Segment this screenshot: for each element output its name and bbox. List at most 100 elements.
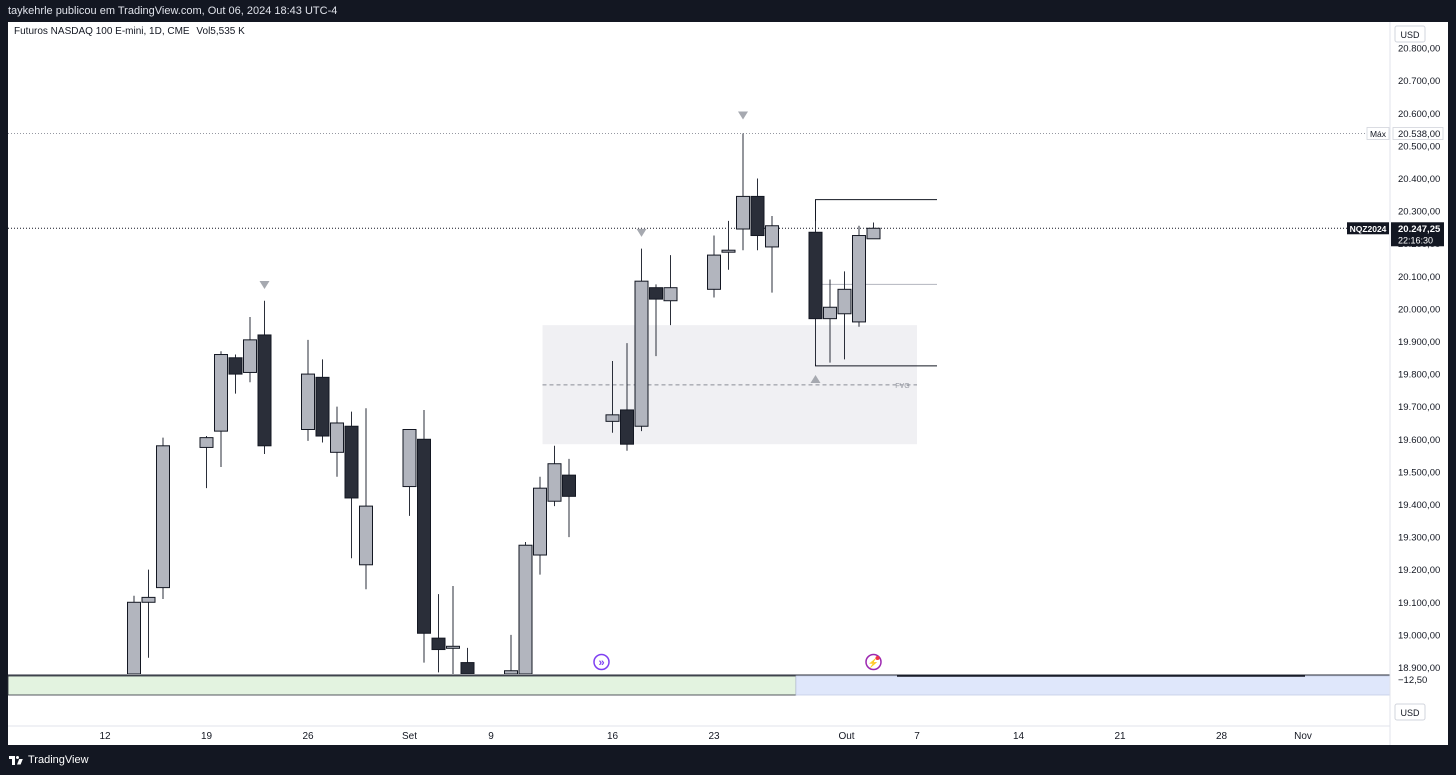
fvg-zone [542, 325, 917, 445]
earnings-alert-dot [875, 656, 880, 660]
candle [533, 476, 547, 575]
candle-body [460, 662, 475, 674]
candle-body [402, 429, 417, 488]
high-label: Máx [1370, 129, 1387, 139]
candle-body [330, 422, 344, 453]
candle-body [214, 354, 228, 432]
currency-button [1394, 25, 1426, 43]
candle-body [823, 306, 837, 320]
candle [504, 634, 518, 674]
time-tick-label: 26 [302, 731, 314, 742]
fractal-high-marker [636, 228, 647, 237]
candle [417, 409, 431, 663]
price-tick-label: 19.900,00 [1398, 337, 1440, 348]
candle [359, 408, 373, 590]
candle [634, 248, 649, 432]
candle-body [837, 288, 852, 315]
price-tick-label: 19.600,00 [1398, 435, 1440, 446]
candle [562, 458, 576, 538]
candle [605, 361, 620, 433]
time-tick-label: 28 [1216, 731, 1228, 742]
time-tick-label: 19 [201, 731, 213, 742]
candle-body [750, 195, 765, 237]
time-tick-label: 7 [914, 731, 920, 742]
chart-legend: Futuros NASDAQ 100 E-mini, 1D, CME Vol5,… [14, 26, 245, 37]
high-label-box [1366, 127, 1390, 140]
tradingview-logo[interactable]: TradingView [0, 754, 89, 766]
candle [330, 406, 344, 477]
publish-header: taykehrle publicou em TradingView.com, O… [0, 0, 1456, 22]
bottom-currency-button [1394, 703, 1426, 721]
last-price-box [1391, 222, 1444, 247]
candle-body [344, 425, 359, 499]
symbol-tag: NQZ2024 [1350, 224, 1387, 234]
candle-body [359, 505, 373, 566]
dividends-event-icon [593, 653, 610, 671]
time-tick-label: Set [402, 731, 417, 742]
price-tick-label: 20.800,00 [1398, 44, 1440, 55]
candle-body [605, 414, 620, 422]
price-tick-label: 20.100,00 [1398, 272, 1440, 283]
volume-value: 5,535 K [210, 26, 245, 37]
candle [228, 354, 243, 394]
price-tick-label: 19.300,00 [1398, 533, 1440, 544]
candle-body [707, 254, 721, 290]
bottom-currency-label: USD [1400, 708, 1420, 718]
earnings-event-glyph: ⚡ [868, 657, 879, 669]
candle [344, 411, 359, 559]
candle [765, 215, 779, 293]
price-tick-label: 19.500,00 [1398, 467, 1440, 478]
high-value-label: 20.538,00 [1398, 129, 1440, 140]
candle-body [866, 227, 881, 240]
candle [852, 225, 866, 327]
candle-body [736, 195, 750, 230]
candle-body [315, 376, 330, 437]
footer-bar: TradingView [0, 745, 1456, 775]
fvg-label: FVG [895, 383, 909, 390]
candle [547, 445, 562, 507]
tradingview-brand: TradingView [28, 754, 89, 766]
candle-body [634, 280, 649, 427]
candle-body [518, 544, 533, 674]
candle [837, 271, 852, 360]
candle-body [808, 231, 823, 320]
candle [257, 300, 272, 454]
fractal-low-marker [810, 374, 821, 383]
candle [446, 585, 460, 674]
candle-body [243, 339, 257, 373]
candle-body [721, 249, 736, 253]
volume-band-down [795, 675, 1391, 696]
candle-body [431, 637, 446, 651]
price-tick-label: 19.000,00 [1398, 630, 1440, 641]
time-tick-label: 16 [607, 731, 619, 742]
volume-label: Vol [196, 26, 211, 37]
candle-body [547, 463, 562, 502]
symbol-tag-box [1347, 222, 1389, 235]
candle [460, 647, 475, 674]
bar-countdown: 22:16:30 [1398, 235, 1433, 245]
candle-body [127, 601, 141, 674]
fractal-high-marker [259, 281, 270, 290]
price-tick-label: 20.600,00 [1398, 109, 1440, 120]
candle [214, 351, 228, 467]
candle [141, 569, 156, 658]
candle-body [141, 596, 156, 603]
candle-body [446, 645, 460, 649]
price-chart[interactable]: FVG » ⚡ USD 20.800,00 20.700,00 20.600,00 20.… [0, 0, 1456, 745]
candle-body [257, 334, 272, 447]
price-tick-label: 19.200,00 [1398, 565, 1440, 576]
price-tick-label: 19.100,00 [1398, 598, 1440, 609]
price-tick-label: 19.400,00 [1398, 500, 1440, 511]
candle [301, 339, 315, 441]
candle [736, 133, 750, 251]
time-tick-label: 14 [1013, 731, 1025, 742]
candle [649, 284, 663, 357]
candle-body [663, 287, 678, 302]
candle [620, 343, 634, 451]
candle [663, 255, 678, 326]
candle [721, 220, 736, 270]
candle-body [765, 225, 779, 248]
candle [431, 594, 446, 673]
volume-band-up [7, 675, 797, 696]
tradingview-logo-icon [9, 755, 23, 765]
